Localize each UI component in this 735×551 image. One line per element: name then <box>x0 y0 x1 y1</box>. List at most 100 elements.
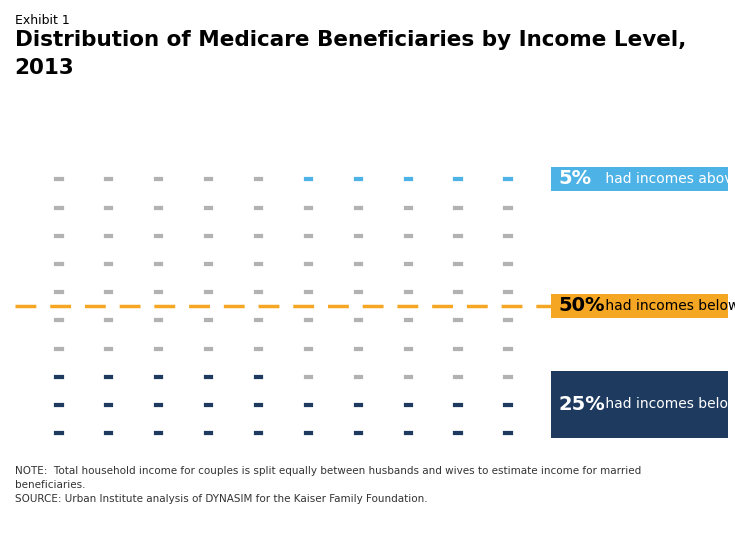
Text: KAISER: KAISER <box>637 497 694 511</box>
FancyBboxPatch shape <box>102 316 115 323</box>
FancyBboxPatch shape <box>202 429 215 436</box>
FancyBboxPatch shape <box>451 175 464 182</box>
FancyBboxPatch shape <box>102 232 115 239</box>
FancyBboxPatch shape <box>401 373 414 380</box>
FancyBboxPatch shape <box>52 288 65 295</box>
FancyBboxPatch shape <box>202 344 215 352</box>
FancyBboxPatch shape <box>152 204 165 210</box>
FancyBboxPatch shape <box>152 232 165 239</box>
Text: had incomes below: had incomes below <box>600 397 735 412</box>
FancyBboxPatch shape <box>302 344 314 352</box>
FancyBboxPatch shape <box>451 288 464 295</box>
FancyBboxPatch shape <box>52 373 65 380</box>
FancyBboxPatch shape <box>451 316 464 323</box>
FancyBboxPatch shape <box>501 429 514 436</box>
FancyBboxPatch shape <box>302 429 314 436</box>
FancyBboxPatch shape <box>202 232 215 239</box>
FancyBboxPatch shape <box>302 373 314 380</box>
Text: 2013: 2013 <box>15 58 74 78</box>
FancyBboxPatch shape <box>202 316 215 323</box>
FancyBboxPatch shape <box>501 175 514 182</box>
Text: THE HENRY J.: THE HENRY J. <box>642 485 688 491</box>
FancyBboxPatch shape <box>152 429 165 436</box>
Text: Exhibit 1: Exhibit 1 <box>15 14 69 27</box>
FancyBboxPatch shape <box>252 288 264 295</box>
FancyBboxPatch shape <box>351 204 364 210</box>
FancyBboxPatch shape <box>351 344 364 352</box>
FancyBboxPatch shape <box>152 175 165 182</box>
FancyBboxPatch shape <box>252 175 264 182</box>
FancyBboxPatch shape <box>302 260 314 267</box>
FancyBboxPatch shape <box>52 429 65 436</box>
FancyBboxPatch shape <box>152 344 165 352</box>
FancyBboxPatch shape <box>501 232 514 239</box>
FancyBboxPatch shape <box>551 371 728 438</box>
FancyBboxPatch shape <box>102 429 115 436</box>
FancyBboxPatch shape <box>102 401 115 408</box>
FancyBboxPatch shape <box>302 316 314 323</box>
FancyBboxPatch shape <box>52 232 65 239</box>
FancyBboxPatch shape <box>401 344 414 352</box>
FancyBboxPatch shape <box>351 232 364 239</box>
FancyBboxPatch shape <box>252 429 264 436</box>
FancyBboxPatch shape <box>302 232 314 239</box>
FancyBboxPatch shape <box>52 260 65 267</box>
FancyBboxPatch shape <box>351 175 364 182</box>
Text: 50%: 50% <box>559 296 605 315</box>
FancyBboxPatch shape <box>351 288 364 295</box>
FancyBboxPatch shape <box>152 401 165 408</box>
FancyBboxPatch shape <box>252 232 264 239</box>
FancyBboxPatch shape <box>102 204 115 210</box>
FancyBboxPatch shape <box>202 373 215 380</box>
FancyBboxPatch shape <box>501 260 514 267</box>
FancyBboxPatch shape <box>451 429 464 436</box>
FancyBboxPatch shape <box>252 373 264 380</box>
FancyBboxPatch shape <box>401 204 414 210</box>
FancyBboxPatch shape <box>501 204 514 210</box>
FancyBboxPatch shape <box>202 288 215 295</box>
FancyBboxPatch shape <box>451 401 464 408</box>
FancyBboxPatch shape <box>451 344 464 352</box>
FancyBboxPatch shape <box>401 260 414 267</box>
FancyBboxPatch shape <box>401 429 414 436</box>
Text: had incomes below: had incomes below <box>600 299 735 313</box>
FancyBboxPatch shape <box>202 401 215 408</box>
FancyBboxPatch shape <box>302 401 314 408</box>
FancyBboxPatch shape <box>152 316 165 323</box>
FancyBboxPatch shape <box>401 175 414 182</box>
Text: 5%: 5% <box>559 170 592 188</box>
FancyBboxPatch shape <box>52 344 65 352</box>
FancyBboxPatch shape <box>302 175 314 182</box>
FancyBboxPatch shape <box>152 288 165 295</box>
FancyBboxPatch shape <box>252 401 264 408</box>
FancyBboxPatch shape <box>351 316 364 323</box>
Text: 25%: 25% <box>559 395 605 414</box>
FancyBboxPatch shape <box>401 401 414 408</box>
FancyBboxPatch shape <box>152 260 165 267</box>
FancyBboxPatch shape <box>252 204 264 210</box>
Text: FAMILY: FAMILY <box>641 512 689 526</box>
FancyBboxPatch shape <box>351 260 364 267</box>
FancyBboxPatch shape <box>102 373 115 380</box>
FancyBboxPatch shape <box>401 232 414 239</box>
FancyBboxPatch shape <box>401 288 414 295</box>
FancyBboxPatch shape <box>551 167 728 191</box>
FancyBboxPatch shape <box>52 175 65 182</box>
FancyBboxPatch shape <box>501 316 514 323</box>
FancyBboxPatch shape <box>52 401 65 408</box>
FancyBboxPatch shape <box>451 373 464 380</box>
FancyBboxPatch shape <box>202 175 215 182</box>
FancyBboxPatch shape <box>52 204 65 210</box>
Text: had incomes above: had incomes above <box>600 172 735 186</box>
FancyBboxPatch shape <box>52 316 65 323</box>
FancyBboxPatch shape <box>501 401 514 408</box>
FancyBboxPatch shape <box>551 294 728 318</box>
FancyBboxPatch shape <box>451 232 464 239</box>
FancyBboxPatch shape <box>252 344 264 352</box>
FancyBboxPatch shape <box>102 175 115 182</box>
FancyBboxPatch shape <box>102 344 115 352</box>
FancyBboxPatch shape <box>501 344 514 352</box>
FancyBboxPatch shape <box>501 373 514 380</box>
FancyBboxPatch shape <box>302 288 314 295</box>
FancyBboxPatch shape <box>302 204 314 210</box>
